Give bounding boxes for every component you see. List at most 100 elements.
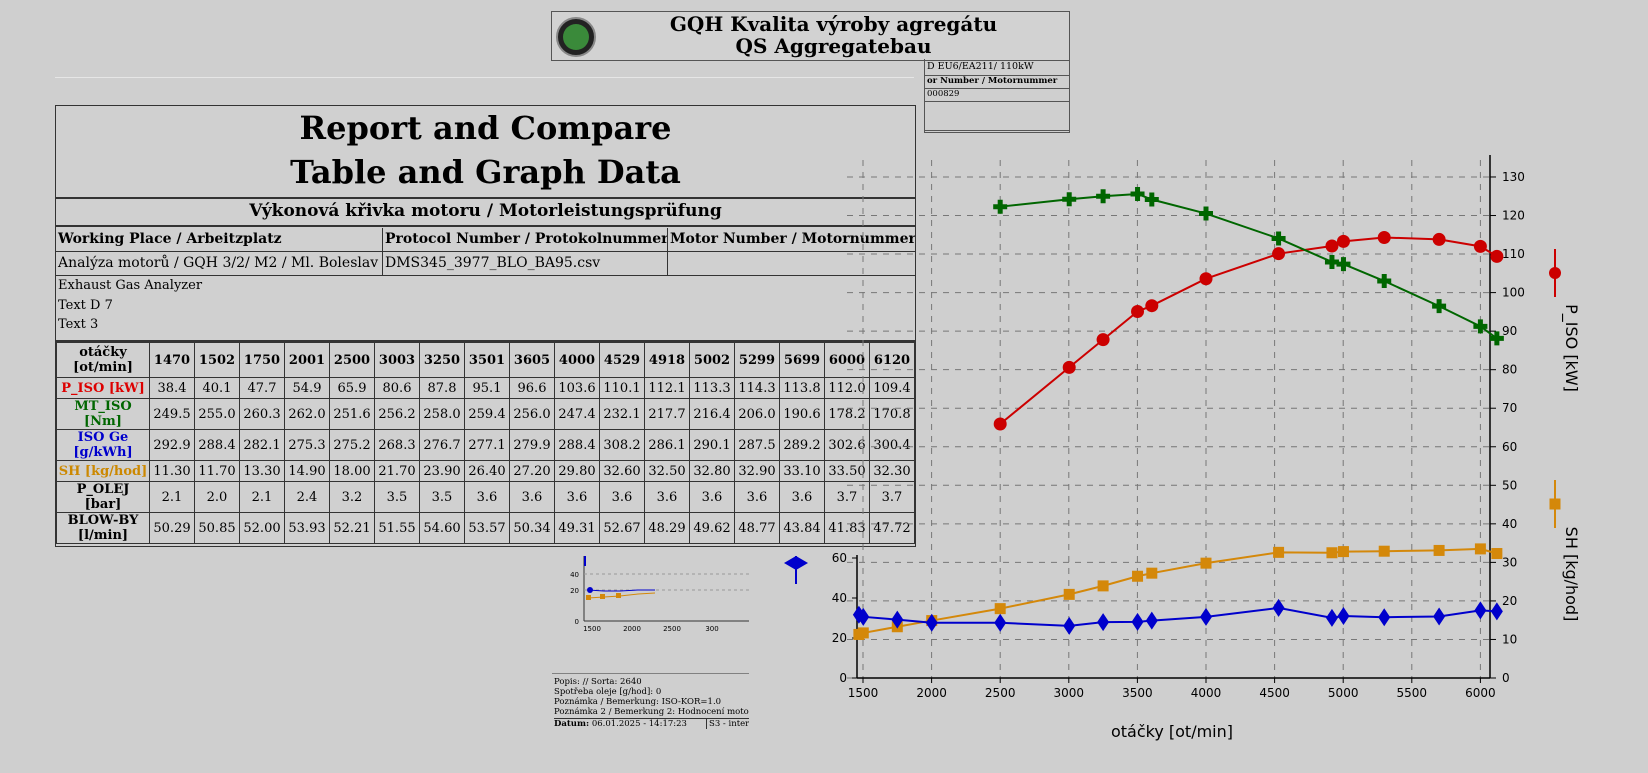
table-cell: 279.9: [509, 429, 555, 461]
data-point: [1144, 192, 1159, 207]
data-point: [1325, 239, 1339, 253]
right-tick-label: 60: [1502, 440, 1517, 454]
table-cell: 258.0: [419, 398, 465, 430]
table-cell: 178.2: [824, 398, 870, 430]
table-cell: 3.5: [374, 481, 420, 513]
mini-ytick: 0: [575, 618, 579, 626]
right-tick-label: 20: [1502, 594, 1517, 608]
header-title-line1: GQH Kvalita výroby agregátu: [669, 12, 998, 36]
data-point: [1096, 189, 1111, 204]
mini-note-2: Spotřeba oleje [g/hod]: 0: [554, 687, 662, 697]
table-cell: 2.4: [284, 481, 330, 513]
table-cell: 3.7: [869, 481, 915, 513]
data-point: [1131, 612, 1144, 631]
table-cell: 206.0: [734, 398, 780, 430]
left-tick-label: 60: [832, 551, 847, 565]
table-cell: 110.1: [599, 377, 645, 399]
x-tick-label: 5500: [1397, 686, 1428, 700]
data-point: [1433, 544, 1445, 556]
table-cell: 289.2: [779, 429, 825, 461]
data-point: [993, 199, 1008, 214]
mini-date-row: Datum: 06.01.2025 - 14:17:23 S3 - intern: [554, 718, 749, 729]
x-tick-label: 1500: [848, 686, 879, 700]
table-cell: 47.72: [869, 512, 915, 544]
legend-label: SH [kg/hod]: [1562, 527, 1581, 622]
data-point: [1146, 567, 1158, 579]
data-point: [994, 603, 1006, 615]
motor-label: Motor Number / Motornummer: [668, 228, 915, 252]
report-subtitle: Výkonová křivka motoru / Motorleistungsp…: [56, 197, 915, 227]
mini-xtick: 300: [705, 625, 718, 633]
data-point: [1200, 557, 1212, 569]
left-tick-label: 20: [832, 631, 847, 645]
data-point: [1199, 272, 1213, 286]
table-row: SH [kg/hod] 11.30 11.70 13.30 14.90 18.00 21.7…: [56, 460, 915, 482]
data-table: otáčky [ot/min] 1470 1502 1750 2001 2500 3003 3…: [56, 342, 915, 544]
data-point: [1378, 545, 1390, 557]
mini-chart: 40 20 0 1500 2000 2500 300: [552, 556, 749, 674]
table-cell: 247.4: [554, 398, 600, 430]
mini-date-value: 06.01.2025 - 14:17:23: [591, 719, 687, 729]
table-row: P_OLEJ [bar] 2.1 2.0 2.1 2.4 3.2 3.5 3.5 3.6 3.6 3…: [56, 481, 915, 513]
chart-axes: 0 10 20 30 40 50 60 70 80 90 100 110 120 130 0 20 40 60 15…: [832, 155, 1525, 700]
data-point: [1145, 611, 1158, 630]
table-cell: 40.1: [194, 377, 240, 399]
row-label: otáčky [ot/min]: [56, 342, 150, 378]
right-tick-label: 10: [1502, 632, 1517, 646]
data-point: [1490, 249, 1504, 263]
mini-xtick: 2500: [663, 625, 681, 633]
row-label: ISO Ge [g/kWh]: [56, 429, 150, 461]
chart-series: [852, 186, 1504, 640]
right-tick-label: 70: [1502, 401, 1517, 415]
report-header: GQH Kvalita výroby agregátu QS Aggregate…: [551, 11, 1070, 61]
table-cell: 51.55: [374, 512, 420, 544]
series-line: [858, 547, 1498, 636]
left-tick-label: 0: [839, 671, 847, 685]
table-cell: 3003: [374, 342, 420, 378]
working-place-label: Working Place / Arbeitzplatz: [56, 228, 383, 252]
note-line-1: Exhaust Gas Analyzer: [58, 278, 203, 293]
note-line-3: Text 3: [58, 317, 99, 332]
x-tick-label: 5000: [1328, 686, 1359, 700]
right-tick-label: 120: [1502, 209, 1525, 223]
data-point: [1377, 274, 1392, 289]
right-tick-label: 130: [1502, 170, 1525, 184]
x-tick-label: 4000: [1191, 686, 1222, 700]
table-cell: 232.1: [599, 398, 645, 430]
mini-xtick: 2000: [623, 625, 641, 633]
data-point: [1326, 547, 1338, 559]
chart-legend: P_ISO [kW] SH [kg/hod]: [584, 249, 1581, 622]
data-point: [1336, 234, 1350, 248]
table-cell: 290.1: [689, 429, 735, 461]
table-cell: 50.85: [194, 512, 240, 544]
table-cell: 48.29: [644, 512, 690, 544]
working-place-value: Analýza motorů / GQH 3/2/ M2 / Ml. Boles…: [56, 252, 383, 276]
right-tick-label: 30: [1502, 555, 1517, 569]
x-tick-label: 3000: [1054, 686, 1085, 700]
table-cell: 11.70: [194, 460, 240, 482]
data-point: [1131, 304, 1145, 318]
table-cell: 43.84: [779, 512, 825, 544]
right-tick-label: 80: [1502, 363, 1517, 377]
data-point: [1474, 543, 1486, 555]
data-point: [857, 607, 870, 626]
mini-marker: [600, 594, 605, 599]
x-tick-label: 2000: [916, 686, 947, 700]
mini-code: S3 - intern: [706, 719, 749, 729]
table-cell: 32.60: [599, 460, 645, 482]
data-point: [1271, 231, 1286, 246]
data-point: [1132, 570, 1144, 582]
x-tick-label: 3500: [1122, 686, 1153, 700]
table-cell: 52.67: [599, 512, 645, 544]
mini-marker: [586, 595, 591, 600]
right-tick-label: 100: [1502, 286, 1525, 300]
table-cell: 251.6: [329, 398, 375, 430]
table-cell: 50.34: [509, 512, 555, 544]
mini-note-3: Poznámka / Bemerkung: ISO-KOR=1.0: [554, 697, 722, 707]
table-cell: 1470: [149, 342, 195, 378]
header-title-line2: QS Aggregatebau: [735, 34, 932, 58]
data-point: [1063, 616, 1076, 635]
mini-marker: [616, 593, 621, 598]
mini-note-1: Popis: // Sorta: 2640: [554, 677, 642, 687]
